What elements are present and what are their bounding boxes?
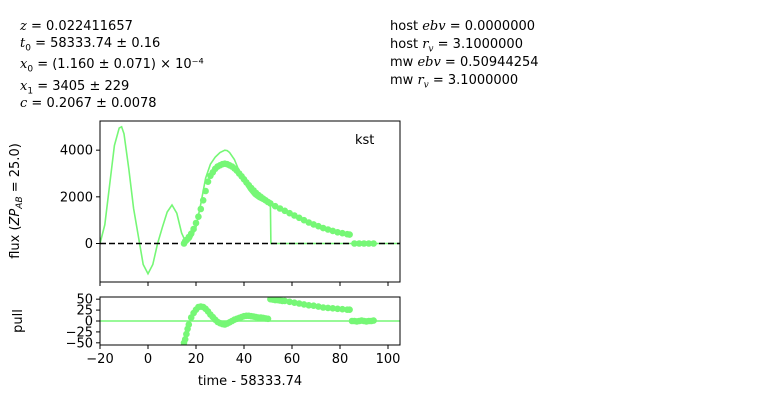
pull-point [324, 304, 332, 312]
data-point [351, 240, 358, 247]
pull-point [329, 305, 337, 312]
fit-param-mw-ebv: mw ebv = 0.50944254 [390, 55, 539, 70]
fit-param-t0: t0 = 58333.74 ± 0.16 [20, 36, 161, 54]
fit-param-x1: x1 = 3405 ± 229 [20, 79, 130, 97]
y-tick-label: 50 [76, 293, 93, 308]
band-label: kst [355, 133, 374, 148]
data-point [197, 205, 205, 213]
data-point [365, 240, 373, 247]
fit-param-mw-rv: mw rv = 3.1000000 [390, 73, 519, 91]
y-tick-label: 0 [85, 237, 93, 252]
fit-param-x0: x0 = (1.160 ± 0.071) × 10⁻⁴ [20, 57, 204, 75]
pull-point [305, 302, 313, 309]
flux-y-axis-label: flux (ZPAB = 25.0) [8, 143, 25, 259]
pull-y-axis-label: pull [11, 309, 26, 333]
data-point [267, 200, 274, 207]
x-tick-label: 0 [144, 352, 152, 367]
pull-point [183, 330, 190, 338]
data-point [192, 219, 200, 227]
x-tick-label: 80 [332, 352, 349, 367]
pull-point [346, 306, 353, 314]
flux-x-ticks [99, 282, 389, 286]
data-point [190, 225, 197, 233]
x-tick-label: 40 [236, 352, 253, 367]
pull-point [370, 317, 377, 324]
flux-plot-area [100, 125, 400, 276]
y-tick-label: −50 [66, 336, 93, 351]
flux-panel: 0 2000 4000 kst flux (ZPAB = 25.0) [8, 120, 401, 286]
flux-series-group [100, 125, 400, 276]
flux-y-ticks: 0 2000 4000 [60, 144, 100, 252]
model-curve [100, 125, 400, 276]
fit-param-c: c = 0.2067 ± 0.0078 [20, 96, 157, 111]
pull-plot-area [100, 297, 400, 345]
fit-param-host-rv: host rv = 3.1000000 [390, 37, 523, 55]
pull-point [185, 321, 193, 328]
pull-point [181, 336, 189, 343]
data-point [370, 240, 377, 247]
pull-point [339, 305, 346, 313]
data-point [202, 187, 209, 195]
y-tick-label: 25 [76, 304, 93, 319]
pull-series-group [100, 297, 400, 345]
pull-point [319, 304, 327, 311]
data-point [195, 213, 202, 220]
x-tick-label: 20 [188, 352, 205, 367]
y-tick-label: 0 [85, 315, 93, 330]
flux-axes-frame [99, 120, 401, 283]
x-tick-label: 60 [284, 352, 301, 367]
x-tick-label: −20 [86, 352, 113, 367]
fit-param-host-ebv: host ebv = 0.0000000 [390, 19, 536, 34]
x-axis-label: time - 58333.74 [198, 374, 302, 389]
data-point [355, 240, 363, 247]
data-point [360, 240, 368, 247]
pull-point [264, 315, 272, 323]
data-point [199, 197, 207, 204]
x-tick-label: 100 [376, 352, 401, 367]
fit-param-z: z = 0.022411657 [20, 19, 133, 34]
y-tick-label: 2000 [60, 190, 93, 205]
pull-x-ticks: −20 0 20 40 60 80 100 [86, 345, 400, 367]
y-tick-label: −25 [66, 325, 93, 340]
data-point [204, 178, 212, 185]
pull-point [334, 305, 341, 313]
y-tick-label: 4000 [60, 144, 93, 159]
data-point [346, 231, 353, 238]
